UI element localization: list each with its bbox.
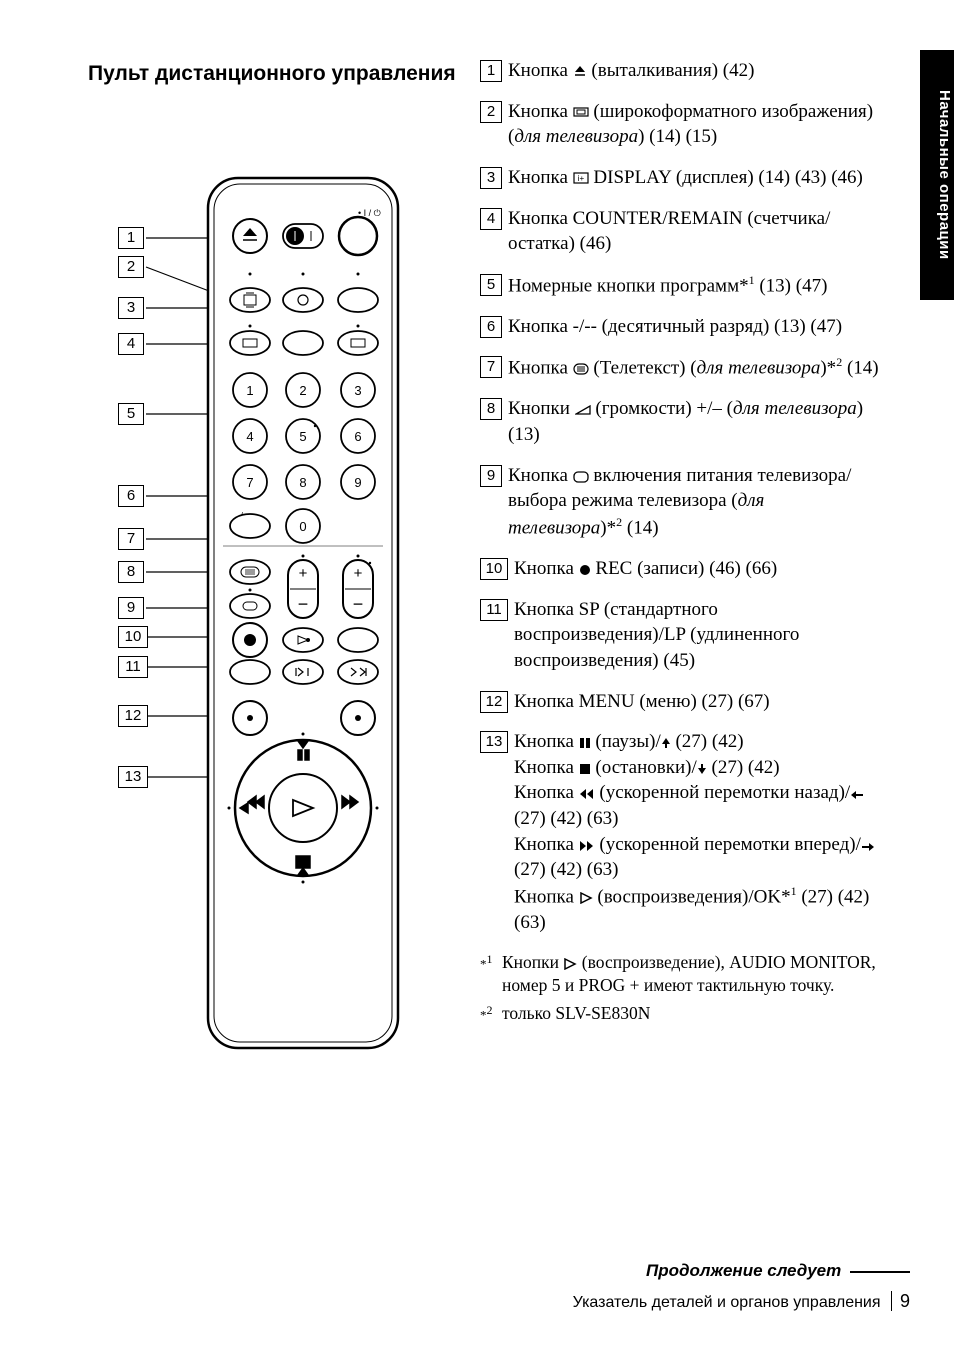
svg-text:3: 3 <box>354 383 361 398</box>
legend-item-3: 3 Кнопка i+ DISPLAY (дисплея) (14) (43) (… <box>480 165 880 191</box>
callout-2: 2 <box>118 256 144 278</box>
legend-text: Кнопка (выталкивания) (42) <box>508 58 880 84</box>
callout-12: 12 <box>118 705 148 727</box>
footer-caption: Указатель деталей и органов управления <box>573 1294 881 1311</box>
legend-text: Кнопка -/-- (десятичный разряд) (13) (47… <box>508 314 880 340</box>
legend-item-13: 13 Кнопка (паузы)/ (27) (42)Кнопка (остан… <box>480 729 880 935</box>
callout-3: 3 <box>118 297 144 319</box>
callout-10: 10 <box>118 626 148 648</box>
footnote: *2только SLV-SE830N <box>480 1002 880 1026</box>
legend-item-10: 10 Кнопка REC (записи) (46) (66) <box>480 556 880 582</box>
callout-6: 6 <box>118 485 144 507</box>
footnotes: *1Кнопки (воспроизведение), AUDIO MONITO… <box>480 951 880 1026</box>
svg-text:6: 6 <box>354 429 361 444</box>
remote-diagram: • I / ⏻ <box>78 148 418 1068</box>
legend-item-2: 2 Кнопка (широкоформатного изображения) (… <box>480 99 880 150</box>
legend-text: Номерные кнопки программ*1 (13) (47) <box>508 272 880 299</box>
legend-number: 12 <box>480 691 508 713</box>
legend-text: Кнопка (паузы)/ (27) (42)Кнопка (останов… <box>514 729 880 935</box>
legend-number: 13 <box>480 731 508 753</box>
continued-label: Продолжение следует <box>646 1261 841 1280</box>
callout-11: 11 <box>118 656 148 678</box>
svg-text:5: 5 <box>299 429 306 444</box>
legend-item-6: 6 Кнопка -/-- (десятичный разряд) (13) (4… <box>480 314 880 340</box>
svg-text:−: − <box>353 594 364 614</box>
legend-text: Кнопка MENU (меню) (27) (67) <box>514 689 880 715</box>
manual-page: Начальные операции Пульт дистанционного … <box>0 0 954 1352</box>
section-tab: Начальные операции <box>920 50 954 300</box>
legend-text: Кнопка REC (записи) (46) (66) <box>514 556 880 582</box>
svg-text:9: 9 <box>354 475 361 490</box>
left-column: Пульт дистанционного управления <box>88 60 458 1068</box>
right-column: 1 Кнопка (выталкивания) (42) 2 Кнопка (широ… <box>480 58 880 1029</box>
legend-number: 5 <box>480 274 502 296</box>
svg-text:+: + <box>299 565 308 582</box>
legend-text: Кнопка (широкоформатного изображения) (д… <box>508 99 880 150</box>
legend-item-12: 12 Кнопка MENU (меню) (27) (67) <box>480 689 880 715</box>
callout-4: 4 <box>118 333 144 355</box>
page-number: 9 <box>891 1291 910 1311</box>
svg-text:+: + <box>354 565 363 582</box>
svg-text:−: − <box>298 594 309 614</box>
legend-number: 4 <box>480 208 502 230</box>
callout-7: 7 <box>118 528 144 550</box>
legend-number: 9 <box>480 465 502 487</box>
legend-number: 8 <box>480 398 502 420</box>
legend-number: 11 <box>480 599 508 621</box>
svg-text:4: 4 <box>246 429 253 444</box>
legend-text: Кнопки (громкости) +/– (для телевизора) … <box>508 396 880 447</box>
legend-item-11: 11 Кнопка SP (стандартного воспроизведени… <box>480 597 880 674</box>
legend-number: 10 <box>480 558 508 580</box>
legend-item-7: 7 Кнопка (Телетекст) (для телевизора)*2 (… <box>480 354 880 381</box>
footnote: *1Кнопки (воспроизведение), AUDIO MONITO… <box>480 951 880 998</box>
callout-1: 1 <box>118 227 144 249</box>
heading: Пульт дистанционного управления <box>88 60 458 88</box>
legend-item-9: 9 Кнопка включения питания телевизора/выб… <box>480 463 880 541</box>
legend-number: 1 <box>480 60 502 82</box>
legend-text: Кнопка включения питания телевизора/выбо… <box>508 463 880 541</box>
legend-number: 7 <box>480 356 502 378</box>
legend-number: 2 <box>480 101 502 123</box>
svg-text:7: 7 <box>246 475 253 490</box>
legend-text: Кнопка (Телетекст) (для телевизора)*2 (1… <box>508 354 880 381</box>
legend-text: Кнопка COUNTER/REMAIN (счетчика/остатка)… <box>508 206 880 257</box>
svg-text:2: 2 <box>299 383 306 398</box>
legend-item-1: 1 Кнопка (выталкивания) (42) <box>480 58 880 84</box>
legend-item-8: 8 Кнопки (громкости) +/– (для телевизора)… <box>480 396 880 447</box>
callout-8: 8 <box>118 561 144 583</box>
legend-number: 3 <box>480 167 502 189</box>
page-footer: Продолжение следует Указатель деталей и … <box>460 1260 910 1314</box>
legend-text: Кнопка i+ DISPLAY (дисплея) (14) (43) (4… <box>508 165 880 191</box>
legend-item-5: 5 Номерные кнопки программ*1 (13) (47) <box>480 272 880 299</box>
svg-text:0: 0 <box>299 519 306 534</box>
callout-5: 5 <box>118 403 144 425</box>
svg-text:i+: i+ <box>577 174 584 183</box>
svg-text:1: 1 <box>246 383 253 398</box>
legend-item-4: 4 Кнопка COUNTER/REMAIN (счетчика/остатка… <box>480 206 880 257</box>
callout-13: 13 <box>118 766 148 788</box>
legend-text: Кнопка SP (стандартного воспроизведения)… <box>514 597 880 674</box>
legend-number: 6 <box>480 316 502 338</box>
callout-9: 9 <box>118 597 144 619</box>
svg-text:8: 8 <box>299 475 306 490</box>
